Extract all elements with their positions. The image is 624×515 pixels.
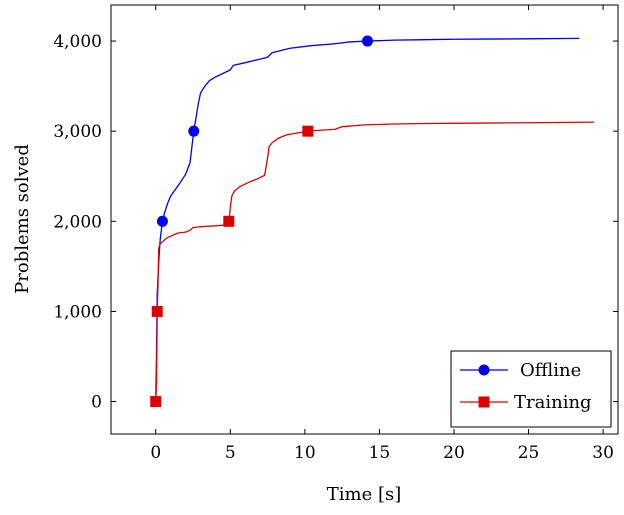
y-tick-label: 3,000 [53,122,102,142]
y-tick-label: 2,000 [53,212,102,232]
x-tick-label: 25 [518,443,540,463]
data-point-offline [156,215,168,227]
y-tick-label: 1,000 [53,302,102,322]
x-axis-title: Time [s] [327,484,402,505]
series-group [150,35,595,408]
data-point-training [151,305,163,317]
x-tick-label: 20 [443,443,465,463]
series-line-training [155,121,595,402]
data-point-offline [361,35,373,47]
y-tick-label: 4,000 [53,32,102,52]
x-tick-label: 5 [225,443,236,463]
plot-frame [110,4,619,435]
data-point-training [150,396,162,408]
y-tick-label: 0 [91,393,102,413]
legend-training-marker [478,396,490,408]
x-tick-label: 10 [294,443,316,463]
legend: Offline Training [450,350,612,428]
data-point-training [223,215,235,227]
tick-group: 0 5 10 15 20 25 30 0 1,000 2,000 3,000 4,000 [53,5,618,463]
y-axis-title: Problems solved [12,144,33,294]
legend-training-label: Training [514,392,592,413]
series-line-offline [155,37,580,402]
data-point-training [302,125,314,137]
data-point-offline [188,125,200,137]
legend-offline-label: Offline [520,360,581,381]
x-tick-label: 0 [150,443,161,463]
legend-box [450,350,612,428]
x-tick-label: 15 [369,443,391,463]
x-tick-label: 30 [592,443,614,463]
legend-offline-marker [478,364,490,376]
